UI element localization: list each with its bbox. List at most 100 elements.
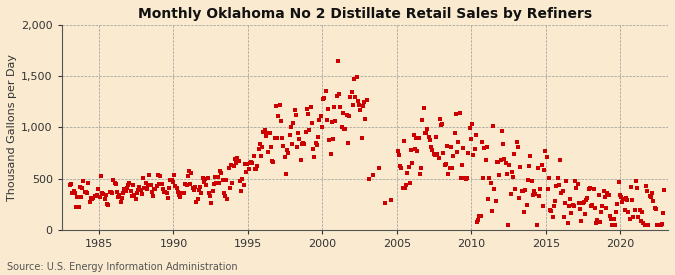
Point — [90, 194, 101, 198]
Point — [182, 174, 193, 178]
Point — [392, 148, 403, 153]
Point — [236, 189, 246, 193]
Point — [123, 183, 134, 187]
Point — [175, 195, 186, 199]
Point — [80, 190, 91, 194]
Point — [651, 222, 662, 227]
Point — [280, 172, 291, 176]
Point — [225, 186, 236, 191]
Point — [93, 187, 104, 191]
Text: Source: U.S. Energy Information Administration: Source: U.S. Energy Information Administ… — [7, 262, 238, 272]
Point — [620, 207, 630, 212]
Point — [490, 199, 501, 203]
Point — [136, 192, 147, 197]
Point — [635, 219, 646, 223]
Point — [481, 158, 491, 162]
Point — [139, 186, 150, 191]
Point — [394, 153, 404, 157]
Point — [115, 199, 126, 204]
Point — [530, 192, 541, 196]
Point — [339, 127, 350, 132]
Point — [576, 219, 587, 223]
Point — [598, 188, 609, 193]
Point — [536, 163, 547, 168]
Point — [555, 158, 566, 162]
Point — [654, 222, 665, 227]
Point — [644, 194, 655, 198]
Point — [620, 196, 631, 200]
Point — [310, 141, 321, 146]
Point — [456, 176, 466, 181]
Point — [632, 186, 643, 191]
Point — [188, 185, 198, 190]
Point — [496, 129, 507, 133]
Point — [346, 89, 357, 94]
Point — [614, 192, 625, 197]
Point — [302, 107, 313, 112]
Point — [325, 152, 336, 156]
Point — [534, 193, 545, 198]
Point — [101, 193, 111, 197]
Point — [124, 181, 135, 186]
Point — [408, 133, 419, 138]
Point — [164, 185, 175, 190]
Point — [267, 158, 277, 163]
Point — [648, 199, 659, 204]
Point — [132, 191, 142, 196]
Point — [140, 181, 151, 185]
Point — [277, 136, 288, 140]
Point — [525, 153, 536, 158]
Point — [470, 133, 481, 137]
Point — [418, 106, 429, 110]
Point — [258, 130, 269, 134]
Point — [70, 191, 80, 196]
Point — [200, 176, 211, 181]
Point — [414, 172, 425, 176]
Point — [74, 185, 85, 189]
Point — [519, 210, 530, 214]
Point — [265, 144, 276, 149]
Point — [232, 156, 243, 161]
Point — [344, 114, 354, 118]
Point — [626, 185, 637, 189]
Point — [574, 207, 585, 211]
Point — [610, 222, 620, 227]
Point — [244, 160, 255, 165]
Point — [453, 140, 464, 144]
Point — [130, 196, 141, 201]
Point — [658, 211, 669, 215]
Point — [355, 108, 366, 112]
Point — [279, 155, 290, 159]
Point — [99, 197, 110, 201]
Point — [475, 213, 486, 218]
Point — [515, 165, 526, 170]
Point — [623, 210, 634, 214]
Point — [172, 190, 183, 195]
Point — [243, 167, 254, 171]
Point — [109, 181, 120, 185]
Point — [647, 191, 657, 196]
Point — [340, 127, 351, 131]
Point — [444, 166, 455, 170]
Point — [438, 150, 449, 155]
Point — [481, 145, 492, 149]
Point — [171, 186, 182, 190]
Point — [237, 176, 248, 181]
Point — [144, 173, 155, 178]
Point — [122, 186, 132, 190]
Point — [222, 197, 233, 201]
Point — [385, 198, 396, 202]
Point — [526, 178, 537, 183]
Point — [249, 166, 260, 171]
Point — [133, 188, 144, 192]
Point — [298, 141, 308, 146]
Point — [422, 126, 433, 131]
Point — [118, 190, 129, 195]
Point — [477, 139, 487, 144]
Point — [547, 214, 558, 219]
Point — [242, 162, 252, 166]
Point — [351, 75, 362, 79]
Point — [503, 222, 514, 227]
Point — [142, 183, 153, 188]
Point — [412, 149, 423, 153]
